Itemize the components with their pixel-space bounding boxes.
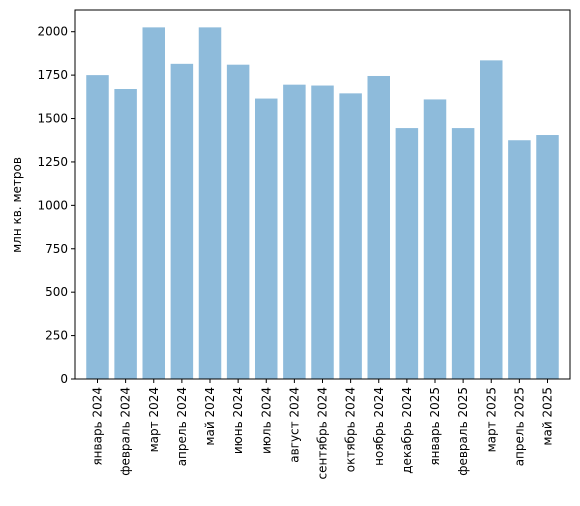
x-tick-label-13: февраль 2025 (456, 387, 470, 476)
bar-12 (423, 99, 447, 380)
x-tick-label-10: ноябрь 2024 (372, 387, 386, 466)
x-tick-label-8: сентябрь 2024 (316, 387, 330, 479)
bar-0 (86, 75, 109, 379)
bar-6 (255, 98, 278, 379)
x-tick-label-2: март 2024 (147, 387, 161, 452)
bar-10 (367, 75, 390, 379)
x-tick-label-3: апрель 2024 (175, 387, 189, 466)
bar-7 (283, 84, 306, 379)
x-tick-label-12: январь 2025 (428, 387, 442, 466)
x-tick-label-14: март 2025 (484, 387, 498, 452)
bar-1 (114, 89, 137, 380)
bar-14 (480, 60, 503, 380)
bar-16 (536, 135, 559, 379)
y-tick-label-4: 1000 (37, 198, 68, 212)
x-tick-label-5: июнь 2024 (231, 387, 245, 454)
bar-13 (451, 128, 475, 379)
plot-frame (74, 9, 571, 380)
y-tick-label-7: 1750 (37, 68, 68, 82)
bars-group (86, 27, 559, 380)
x-tick-label-7: август 2024 (287, 387, 301, 463)
x-tick-label-1: февраль 2024 (119, 387, 133, 476)
y-tick-label-5: 1250 (37, 155, 68, 169)
bar-11 (395, 128, 419, 379)
bar-5 (226, 64, 250, 379)
x-tick-label-11: декабрь 2024 (400, 387, 414, 474)
x-tick-label-0: январь 2024 (91, 387, 105, 466)
y-axis-title: млн кв. метров (10, 157, 24, 253)
bar-3 (170, 63, 194, 379)
y-tick-label-6: 1500 (37, 112, 68, 126)
y-tick-label-0: 0 (60, 372, 68, 386)
y-tick-label-1: 250 (45, 329, 68, 343)
x-tick-label-15: апрель 2025 (512, 387, 526, 466)
bar-2 (142, 27, 165, 379)
y-tick-label-2: 500 (45, 285, 68, 299)
x-tick-label-4: май 2024 (203, 387, 217, 446)
bar-4 (198, 27, 222, 379)
x-axis-ticks: январь 2024 февраль 2024 март 2024 апрель 2… (91, 379, 555, 479)
y-axis-ticks: 0 250 500 750 1000 1250 1500 1750 2000 (37, 25, 75, 386)
bar-9 (339, 93, 362, 379)
bar-15 (508, 140, 531, 379)
x-tick-label-6: июль 2024 (259, 387, 273, 454)
bar-8 (311, 85, 334, 379)
x-tick-label-16: май 2025 (541, 387, 555, 446)
y-tick-label-3: 750 (45, 242, 68, 256)
y-tick-label-8: 2000 (37, 25, 68, 39)
x-tick-label-9: октябрь 2024 (344, 387, 358, 472)
